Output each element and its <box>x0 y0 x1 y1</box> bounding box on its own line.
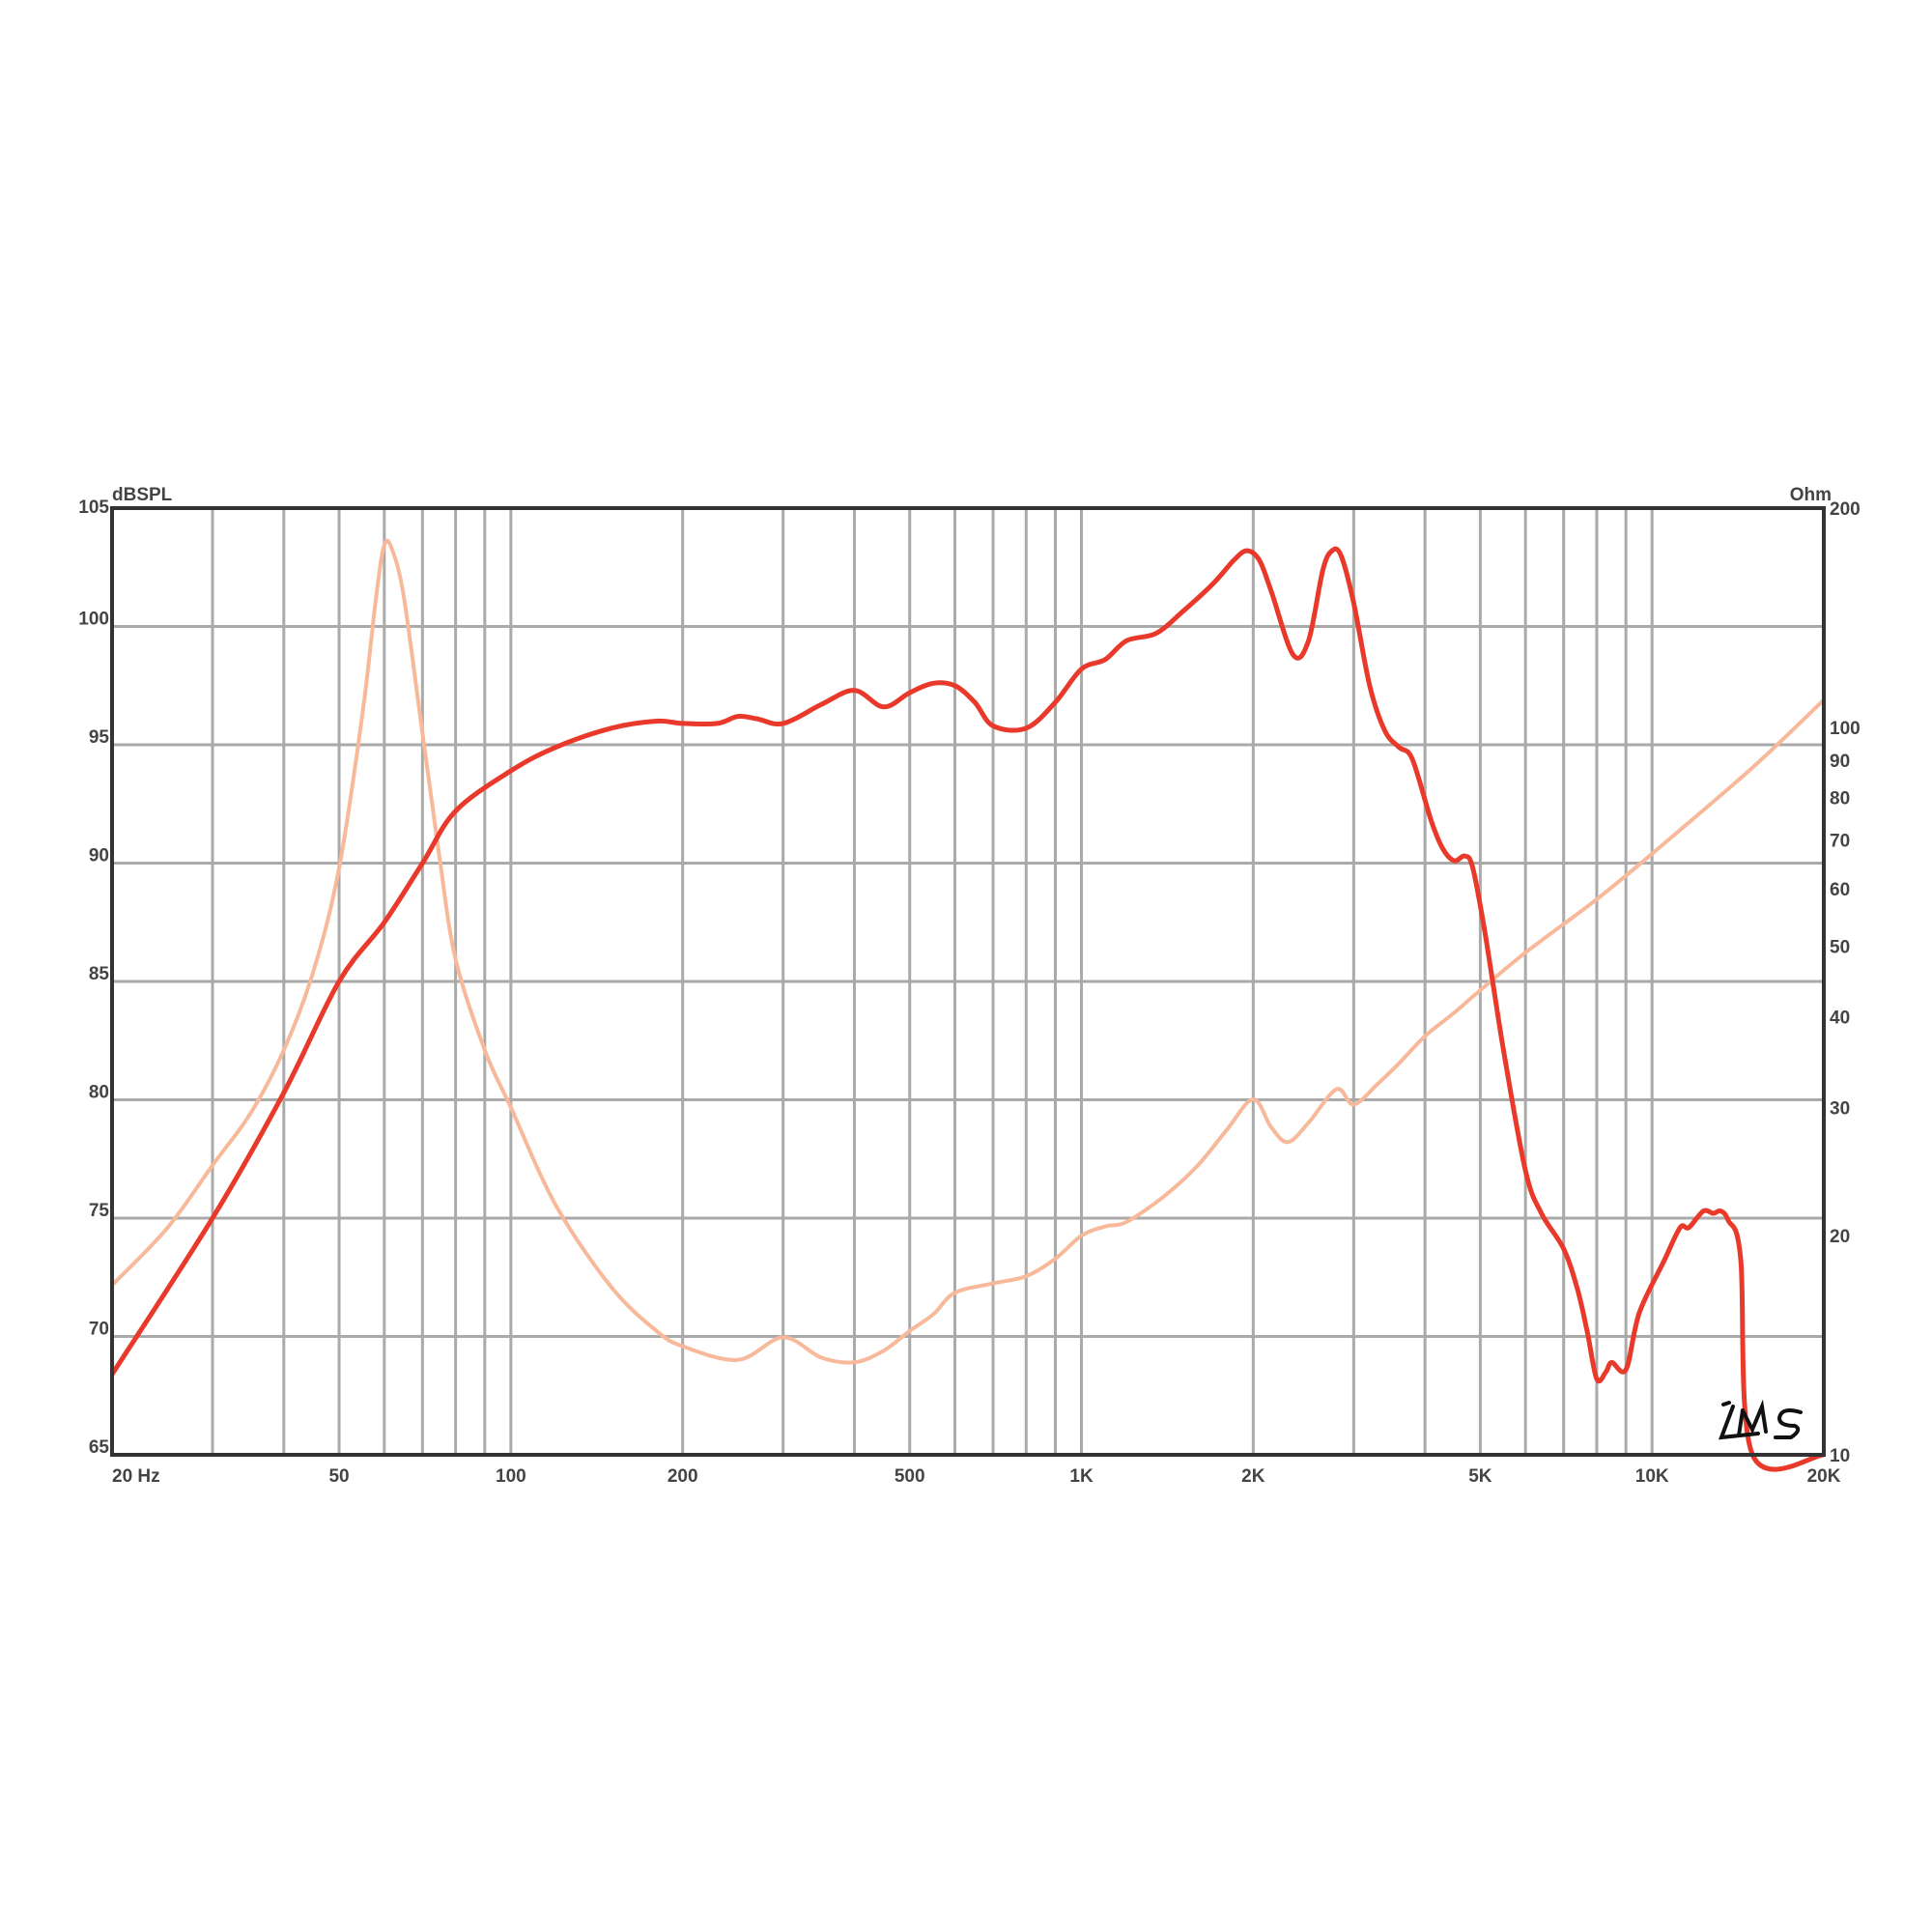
lms-logo <box>1718 1399 1803 1440</box>
left-tick-label: 105 <box>78 497 109 518</box>
left-tick-label: 90 <box>89 846 109 867</box>
x-tick-label: 20K <box>1807 1466 1841 1487</box>
right-tick-label: 90 <box>1830 752 1850 772</box>
axis-labels: 65 70 75 80 85 90 95 100 105 10 20 30 40 50 60 70 80 90 10… <box>78 497 1860 1487</box>
x-tick-label: 50 <box>328 1466 349 1487</box>
x-tick-label: 20 Hz <box>112 1466 160 1487</box>
left-tick-label: 65 <box>89 1437 110 1458</box>
right-tick-label: 70 <box>1830 831 1850 851</box>
right-tick-label: 80 <box>1830 789 1850 810</box>
right-tick-label: 60 <box>1830 880 1850 900</box>
left-axis-label: dBSPL <box>112 485 173 505</box>
x-tick-label: 500 <box>895 1466 925 1487</box>
left-tick-label: 100 <box>78 610 109 630</box>
right-tick-label: 40 <box>1830 1008 1850 1028</box>
left-tick-label: 75 <box>89 1201 110 1221</box>
right-axis-label: Ohm <box>1790 485 1832 505</box>
right-tick-label: 30 <box>1830 1099 1850 1120</box>
right-tick-label: 100 <box>1830 719 1861 739</box>
spl-curve <box>109 546 1825 1472</box>
curves <box>109 538 1826 1472</box>
x-tick-label: 200 <box>668 1466 698 1487</box>
grid <box>112 506 1824 1457</box>
plot-frame <box>110 506 1826 1457</box>
left-tick-label: 85 <box>89 964 110 984</box>
x-tick-label: 100 <box>496 1466 526 1487</box>
x-tick-label: 5K <box>1468 1466 1492 1487</box>
x-tick-label: 10K <box>1635 1466 1669 1487</box>
right-tick-label: 200 <box>1830 499 1861 520</box>
right-tick-label: 10 <box>1830 1446 1850 1466</box>
right-tick-label: 20 <box>1830 1227 1850 1247</box>
left-tick-label: 80 <box>89 1083 109 1103</box>
left-tick-label: 70 <box>89 1320 109 1340</box>
x-tick-label: 1K <box>1069 1466 1094 1487</box>
left-tick-label: 95 <box>89 727 110 748</box>
right-tick-label: 50 <box>1830 938 1850 958</box>
impedance-curve <box>110 538 1826 1365</box>
x-tick-label: 2K <box>1241 1466 1265 1487</box>
